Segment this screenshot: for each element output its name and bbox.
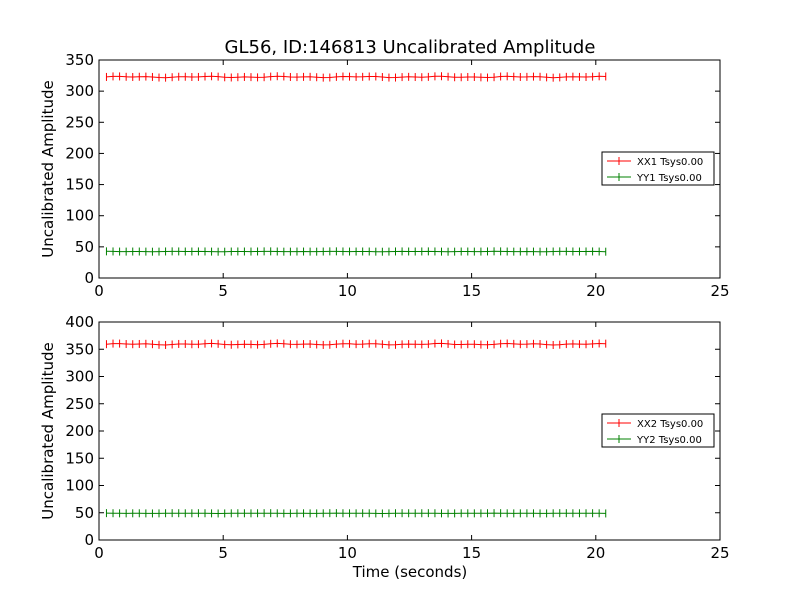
legend-entry: XX1 Tsys0.00 xyxy=(607,157,703,168)
y-tick-label: 250 xyxy=(65,113,94,131)
y-tick-label: 0 xyxy=(84,269,94,287)
series-1-2 xyxy=(105,247,607,256)
legend-label: XX1 Tsys0.00 xyxy=(637,157,703,168)
y-tick-label: 50 xyxy=(75,504,94,522)
series-1-1 xyxy=(105,72,607,82)
x-tick-label: 0 xyxy=(94,282,104,300)
subplot-2: 0 5 10 15 20 25050100150200250300350400Uncali… xyxy=(39,313,730,562)
y-tick-label: 300 xyxy=(65,368,94,386)
y-tick-label: 50 xyxy=(75,238,94,256)
legend-label: YY2 Tsys0.00 xyxy=(636,435,702,446)
legend-box xyxy=(601,413,715,448)
x-tick-label: 15 xyxy=(462,544,481,562)
x-tick-label: 20 xyxy=(586,282,605,300)
legend: XX1 Tsys0.00 YY1 Tsys0.00 xyxy=(601,151,715,186)
x-tick-label: 25 xyxy=(710,282,729,300)
y-tick-label: 200 xyxy=(65,144,94,162)
y-tick-label: 150 xyxy=(65,449,94,467)
subplot-1: 0 5 10 15 20 25050100150200250300350Uncalibra… xyxy=(39,51,730,300)
legend: XX2 Tsys0.00 YY2 Tsys0.00 xyxy=(601,413,715,448)
x-tick-label: 5 xyxy=(218,282,228,300)
x-tick-label: 25 xyxy=(710,544,729,562)
chart-title: GL56, ID:146813 Uncalibrated Amplitude xyxy=(225,37,596,58)
x-axis-label: Time (seconds) xyxy=(352,563,468,581)
legend-label: XX2 Tsys0.00 xyxy=(637,419,703,430)
x-tick-label: 5 xyxy=(218,544,228,562)
legend-box xyxy=(601,151,715,186)
x-tick-label: 10 xyxy=(338,282,357,300)
y-tick-label: 350 xyxy=(65,51,94,69)
y-tick-label: 200 xyxy=(65,422,94,440)
x-tick-label: 20 xyxy=(586,544,605,562)
x-tick-label: 10 xyxy=(338,544,357,562)
legend-entry: YY2 Tsys0.00 xyxy=(607,435,702,446)
series-2-2 xyxy=(105,509,607,518)
x-tick-label: 15 xyxy=(462,282,481,300)
y-axis-label: Uncalibrated Amplitude xyxy=(39,342,57,519)
y-tick-label: 100 xyxy=(65,477,94,495)
legend-entry: XX2 Tsys0.00 xyxy=(607,419,703,430)
y-tick-label: 300 xyxy=(65,82,94,100)
y-tick-label: 0 xyxy=(84,531,94,549)
y-tick-label: 150 xyxy=(65,176,94,194)
y-axis-label: Uncalibrated Amplitude xyxy=(39,80,57,257)
y-tick-label: 400 xyxy=(65,313,94,331)
y-tick-label: 100 xyxy=(65,207,94,225)
y-tick-label: 250 xyxy=(65,395,94,413)
x-tick-label: 0 xyxy=(94,544,104,562)
y-tick-label: 350 xyxy=(65,340,94,358)
series-2-1 xyxy=(105,339,607,349)
legend-label: YY1 Tsys0.00 xyxy=(636,173,702,184)
legend-entry: YY1 Tsys0.00 xyxy=(607,173,702,184)
